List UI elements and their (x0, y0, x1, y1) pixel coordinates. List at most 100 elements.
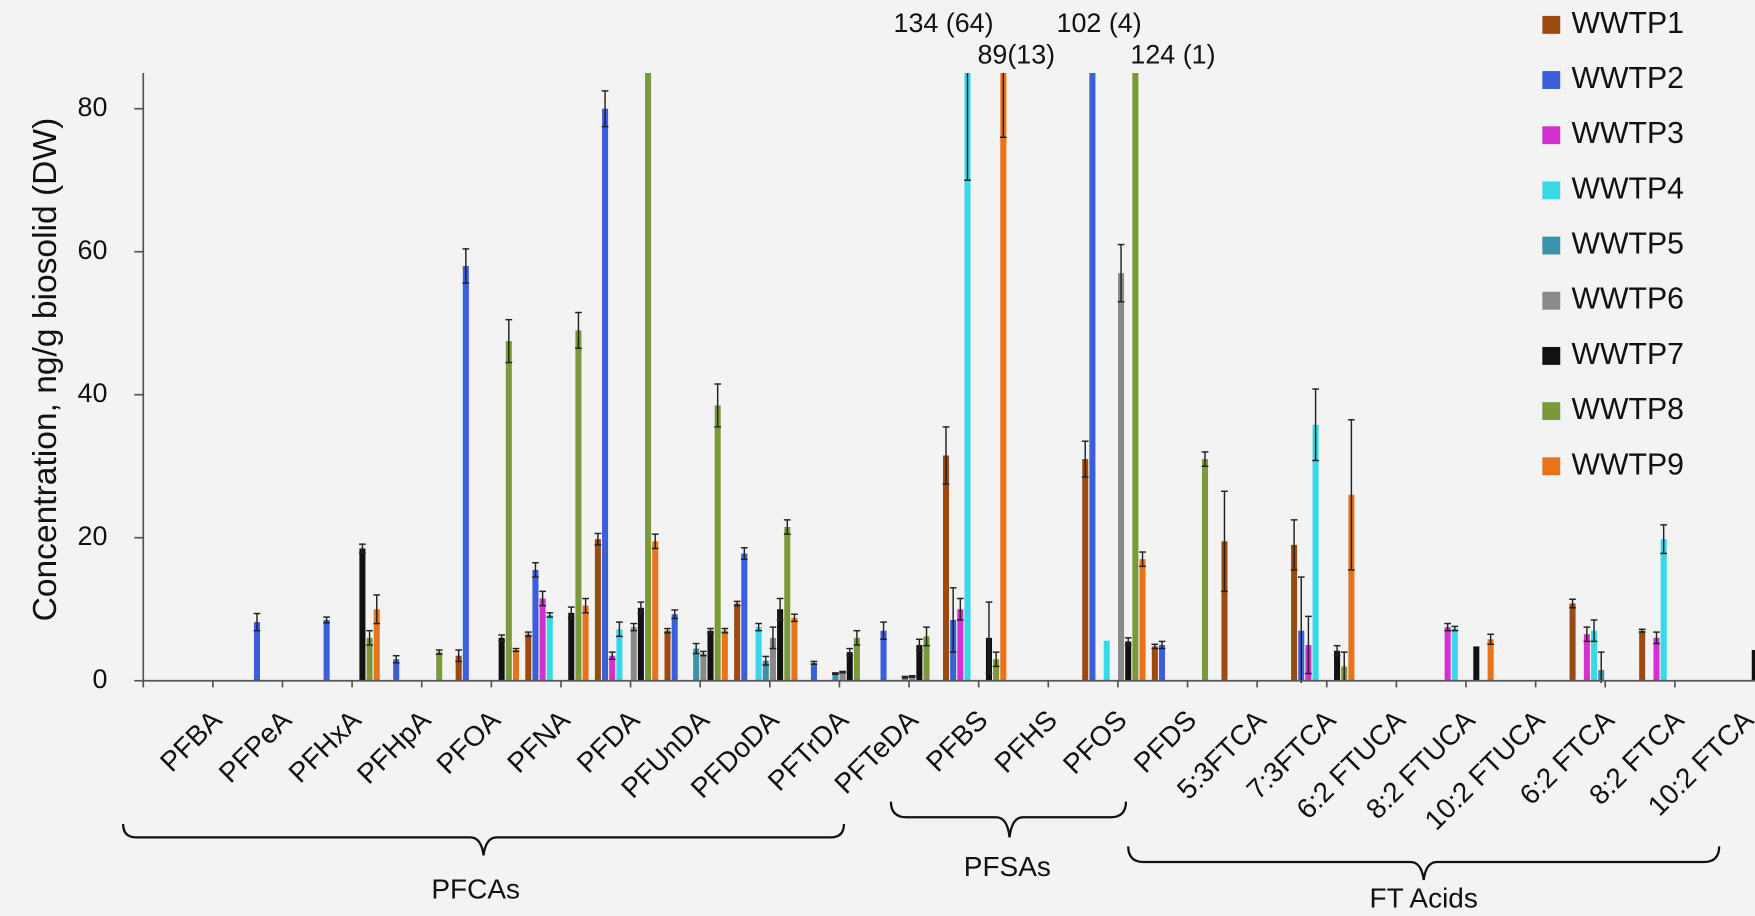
annotation: 89(13) (977, 39, 1055, 69)
error-bar (740, 547, 748, 560)
bar (1591, 630, 1598, 681)
bar (323, 619, 330, 681)
error-bar (956, 597, 964, 621)
error-bar (532, 562, 539, 578)
bar (741, 553, 748, 681)
bar (539, 598, 546, 681)
bar (568, 612, 575, 681)
x-tick-label: PFHpA (351, 704, 437, 790)
bar (700, 653, 707, 681)
error-bar (455, 649, 463, 663)
error-bar (1305, 615, 1312, 675)
bar (645, 72, 652, 681)
x-tick-label: PFPeA (213, 704, 298, 789)
bar (609, 655, 616, 681)
legend-label: WWTP9 (1571, 448, 1683, 481)
bar (846, 652, 853, 681)
error-bar (366, 629, 373, 646)
bar (525, 634, 532, 681)
legend-label: WWTP3 (1571, 117, 1683, 150)
bar (707, 630, 714, 681)
error-bar (462, 248, 470, 284)
error-bar (671, 609, 679, 620)
legend-swatch (1542, 402, 1561, 421)
error-bar (546, 612, 554, 618)
bar (532, 569, 539, 681)
legend-swatch (1542, 181, 1561, 200)
error-bar (1590, 619, 1598, 643)
bar (880, 630, 887, 681)
bar (436, 652, 443, 681)
legend-label: WWTP4 (1571, 172, 1683, 205)
bar (1569, 603, 1576, 681)
legend-swatch (1542, 457, 1561, 476)
bar (498, 637, 505, 681)
bar (1487, 639, 1494, 681)
legend-swatch (1542, 236, 1561, 255)
error-bar (880, 621, 887, 640)
bar (714, 405, 721, 681)
bar (964, 72, 971, 681)
error-bar (769, 626, 777, 650)
group-brackets (121, 801, 1721, 881)
bar (1139, 559, 1146, 681)
error-bar (253, 612, 261, 632)
error-bar (999, 72, 1007, 139)
bar (1082, 459, 1089, 681)
error-bar (699, 650, 707, 657)
bar (909, 676, 916, 681)
bar (1451, 628, 1458, 681)
bar (455, 655, 462, 681)
bar (942, 455, 950, 681)
bar (1158, 644, 1166, 681)
bar (762, 660, 769, 681)
bracket (1127, 846, 1721, 881)
error-bar (1158, 640, 1166, 650)
error-bar (1117, 243, 1125, 303)
bar (630, 627, 637, 681)
y-axis-label: Concentration, ng/g biosolid (DW) (27, 118, 64, 622)
bar (777, 609, 784, 681)
error-bar (776, 597, 784, 621)
error-bar (791, 613, 798, 623)
error-bar (392, 654, 400, 664)
error-bar (1348, 419, 1355, 571)
error-bar (1312, 388, 1319, 462)
bar (734, 603, 741, 681)
error-bar (992, 651, 1000, 668)
bar (1291, 544, 1298, 681)
error-bar (1660, 524, 1668, 555)
bar (1312, 424, 1319, 681)
x-tick-label: PFHS (988, 704, 1063, 779)
bar (1151, 646, 1158, 681)
error-bar (435, 649, 443, 656)
bar (1639, 630, 1646, 681)
bar (1444, 627, 1451, 681)
bar (853, 637, 860, 681)
plot-area (253, 72, 1755, 683)
bar (810, 662, 817, 681)
error-bar (1653, 631, 1660, 645)
legend-label: WWTP2 (1571, 62, 1683, 95)
error-bar (608, 651, 616, 661)
bar (546, 614, 553, 681)
bar (993, 659, 1000, 681)
y-tick-label: 0 (92, 664, 107, 694)
error-bar (923, 626, 930, 647)
error-bar (323, 616, 330, 624)
group-label: FT Acids (1370, 882, 1478, 913)
error-bar (594, 532, 602, 546)
error-bar (1290, 519, 1298, 571)
error-bar (714, 383, 722, 428)
error-bar (505, 318, 513, 364)
error-bar (582, 597, 589, 614)
bar (784, 527, 791, 681)
bar (769, 637, 776, 681)
bar (359, 548, 366, 681)
bar (505, 341, 512, 681)
error-bar (908, 675, 916, 678)
legend-label: WWTP1 (1571, 7, 1683, 40)
legend-label: WWTP7 (1571, 338, 1683, 371)
bar (1221, 541, 1228, 681)
error-bar (1451, 625, 1459, 632)
